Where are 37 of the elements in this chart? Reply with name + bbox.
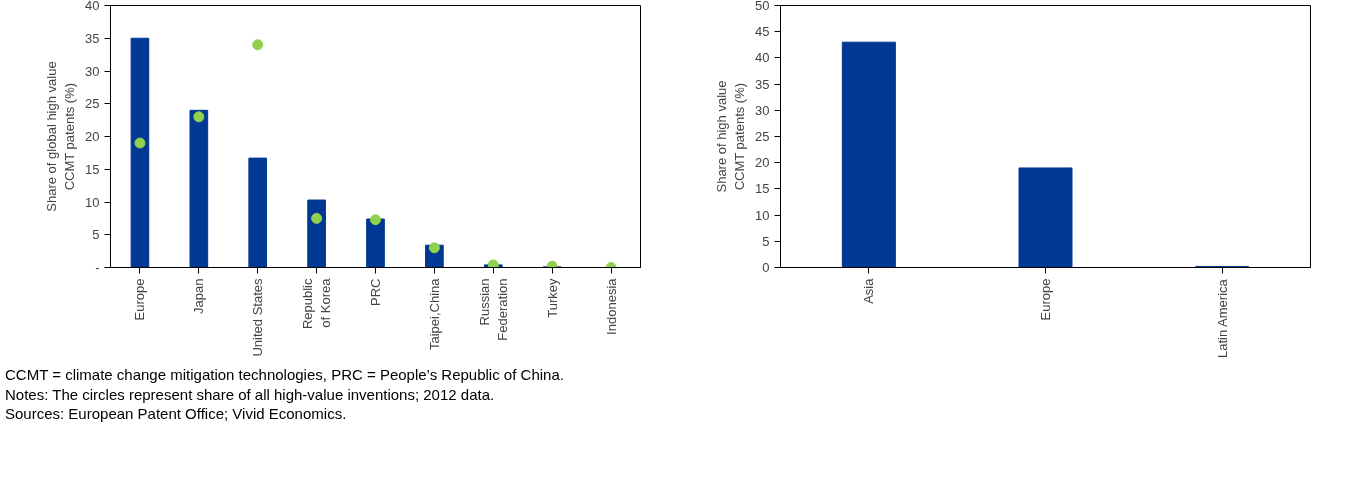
x-tick-label: Europe: [1038, 278, 1053, 321]
y-tick-label: 35: [755, 76, 770, 92]
y-tick-label: 5: [762, 233, 770, 249]
y-tick-label: 20: [755, 155, 770, 171]
y-tick-label: 15: [85, 161, 100, 177]
x-tick-label: Indonesia: [603, 277, 619, 335]
y-tick-label: 45: [755, 24, 770, 40]
y-tick-label: 5: [92, 227, 100, 243]
y-tick-label: 0: [762, 260, 770, 275]
text: CCMT = climate change mitigation technologies, PRC = People’s Republic of China.: [5, 366, 564, 383]
y-tick-label: 35: [85, 30, 100, 46]
x-tick-label: Republic of Korea: [300, 277, 334, 330]
y-tick-label: 25: [755, 129, 770, 144]
y-tick-label: 50: [755, 0, 770, 13]
y-tick-label: 40: [755, 50, 770, 66]
text: Notes: The circles represent share of all high-value inventions; 2012 data.: [5, 385, 495, 403]
x-tick-label: Japan: [191, 278, 207, 314]
y-tick-label: 30: [755, 102, 770, 118]
x-tick-label: Asia: [861, 277, 877, 304]
y-tick-label: 40: [85, 0, 100, 13]
x-tick-label: Latin America: [1214, 278, 1230, 358]
x-tick-label: Taipei,China: [426, 277, 442, 351]
source-note: Sources: European Patent Office; Vivid Economics.: [5, 405, 347, 422]
y-axis-title: Share of global high value CCMT patents (%): [44, 61, 78, 212]
y-tick-label: -: [95, 260, 100, 275]
x-tick-label: Turkey: [544, 278, 560, 318]
y-tick-label: 20: [85, 129, 100, 144]
y-tick-label: 10: [755, 207, 770, 223]
x-tick-label: PRC: [368, 278, 383, 306]
x-tick-label: Russian Federation: [476, 278, 510, 341]
x-tick-label: Europe: [132, 278, 148, 321]
y-tick-label: 10: [85, 194, 100, 210]
y-tick-label: 25: [85, 96, 100, 112]
y-tick-label: 15: [755, 181, 770, 197]
y-tick-label: 30: [85, 63, 100, 79]
y-axis-title: Share of high value CCMT patents (%): [714, 80, 748, 193]
x-tick-label: United States: [250, 278, 266, 357]
